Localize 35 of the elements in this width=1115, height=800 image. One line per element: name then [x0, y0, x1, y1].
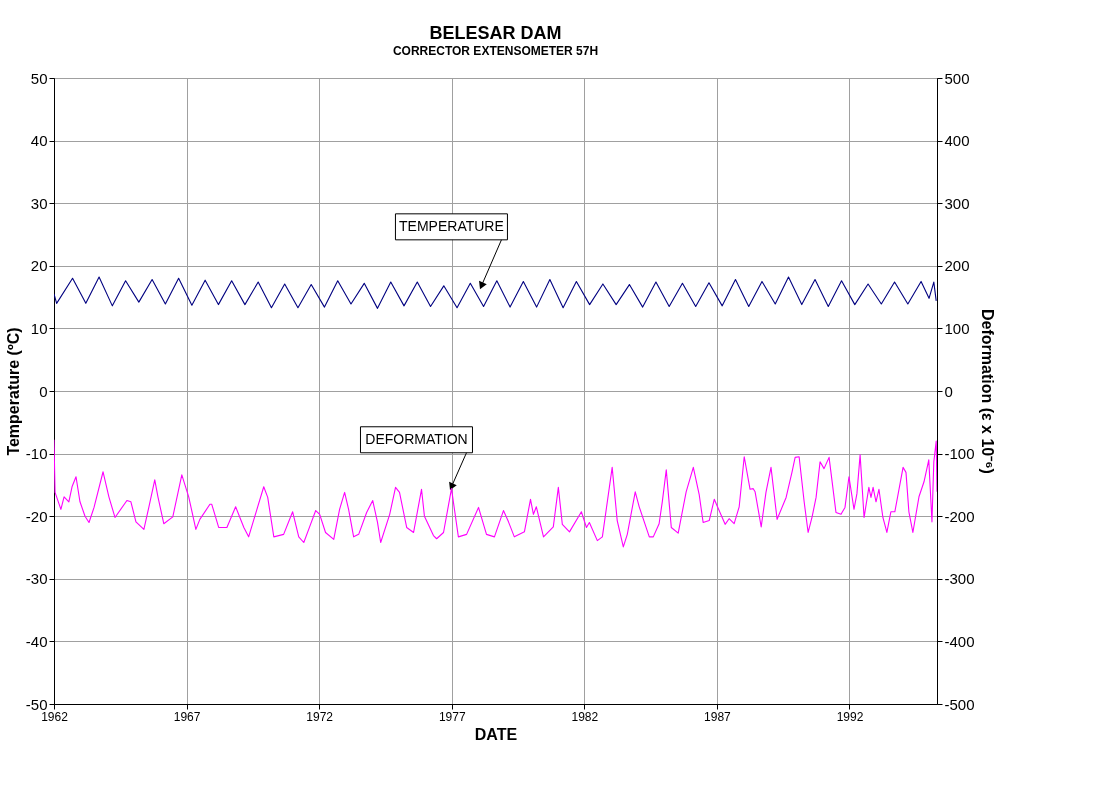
y-tick-label: 0 [39, 382, 48, 400]
y2-tick-label: -500 [944, 695, 975, 713]
x-tick-label: 1982 [571, 709, 599, 724]
x-tick-label: 1972 [306, 709, 334, 724]
y2-tick-label: 500 [944, 69, 970, 87]
annotation: TEMPERATURE [399, 217, 504, 234]
y-tick-label: -10 [25, 445, 48, 463]
y2-tick-label: -200 [944, 507, 975, 525]
x-tick-label: 1977 [438, 709, 466, 724]
y2-tick-label: 300 [944, 194, 970, 212]
y2-tick-label: 0 [944, 382, 953, 400]
y-tick-label: 20 [30, 257, 48, 275]
y2-axis-title: Deformation (ε x 10⁻⁶) [978, 309, 996, 474]
y2-tick-label: 100 [944, 319, 970, 337]
y-axis-title: Temperature (ºC) [4, 327, 22, 456]
y2-tick-label: -100 [944, 445, 975, 463]
y2-tick-label: 400 [944, 132, 970, 150]
y-tick-label: 10 [30, 319, 48, 337]
y-tick-label: 30 [30, 194, 48, 212]
y-tick-label: 40 [30, 132, 48, 150]
x-axis-title: DATE [474, 725, 518, 743]
y2-tick-label: 200 [944, 257, 970, 275]
annotation: DEFORMATION [365, 430, 468, 447]
y-tick-label: -20 [25, 507, 48, 525]
x-tick-label: 1992 [836, 709, 864, 724]
chart-subtitle: CORRECTOR EXTENSOMETER 57H [392, 44, 599, 58]
y-tick-label: -40 [25, 632, 48, 650]
chart-title: BELESAR DAM [429, 23, 562, 43]
y2-tick-label: -300 [944, 570, 975, 588]
y-tick-label: 50 [30, 69, 48, 87]
y2-tick-label: -400 [944, 632, 975, 650]
line-series [54, 276, 937, 309]
x-tick-label: 1967 [173, 709, 201, 724]
x-tick-label: 1987 [704, 709, 732, 724]
y-tick-label: -30 [25, 570, 48, 588]
